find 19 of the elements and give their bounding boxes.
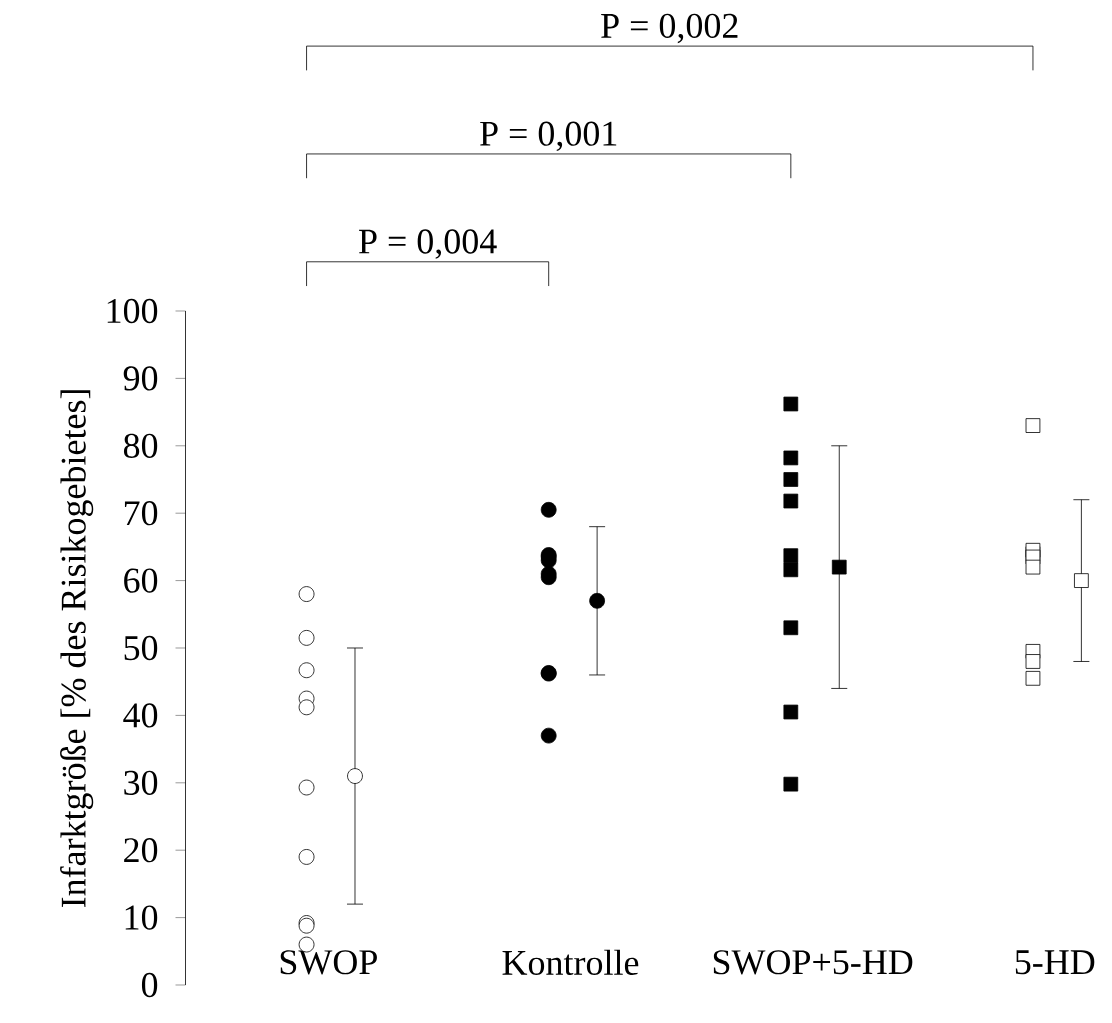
y-tick-label: 40	[123, 703, 158, 728]
y-tick-label: 10	[125, 905, 158, 930]
text: P = 0,004	[359, 229, 497, 259]
text: P = 0,001	[480, 121, 617, 152]
y-tick-label: 70	[124, 501, 158, 526]
y-tick-label: 60	[124, 568, 158, 593]
y-tick-label: 30	[124, 770, 158, 795]
x-tick-label: SWOP	[280, 950, 377, 975]
y-tick-label: 20	[124, 838, 158, 863]
y-axis-title: Infarktgröße [% des Risikogebietes]	[60, 390, 94, 908]
text: P = 0,002	[601, 13, 738, 44]
x-tick-label: 5-HD	[1015, 950, 1095, 975]
x-tick-label: Kontrolle	[502, 949, 639, 975]
y-tick-label: 50	[124, 635, 158, 661]
x-tick-label: SWOP+5-HD	[713, 950, 913, 975]
y-tick-label: 90	[123, 366, 158, 391]
y-tick-label: 80	[123, 433, 158, 458]
y-tick-label: 0	[141, 972, 158, 998]
y-tick-label: 100	[107, 298, 158, 324]
